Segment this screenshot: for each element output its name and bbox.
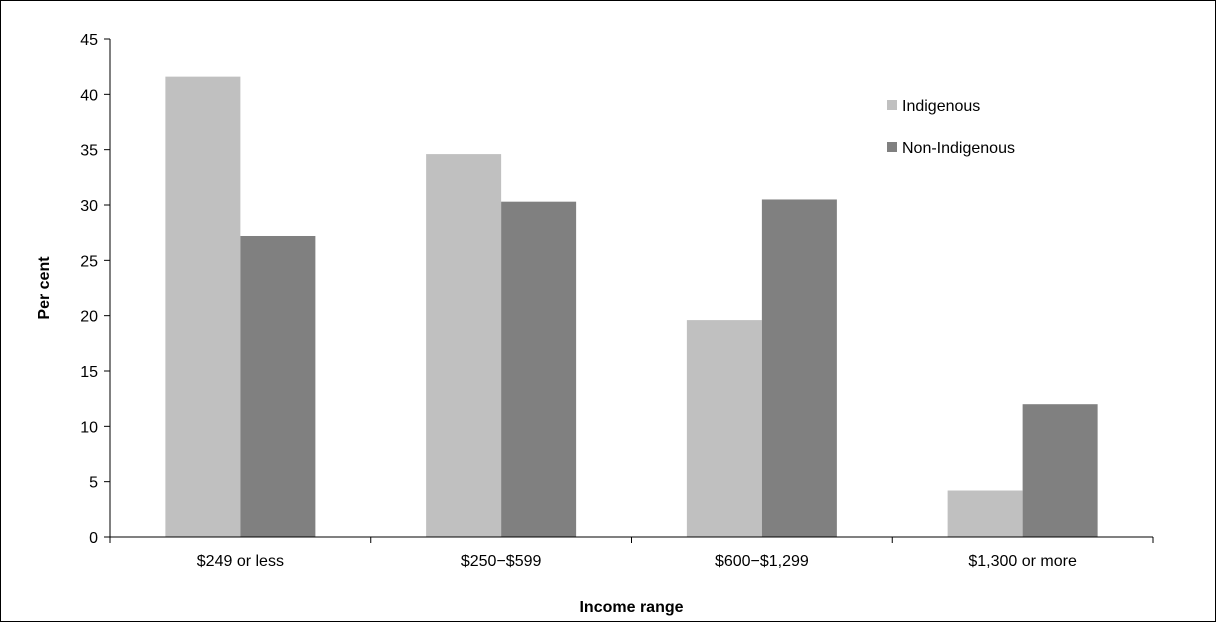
x-category-label: $1,300 or more [968, 553, 1077, 570]
legend-label: Indigenous [902, 98, 980, 115]
bar-non-indigenous [240, 235, 316, 537]
bar-non-indigenous [501, 201, 577, 537]
x-category-label: $249 or less [197, 553, 284, 570]
y-tick-label: 45 [80, 32, 98, 49]
y-tick-label: 20 [80, 309, 98, 326]
legend-swatch [887, 100, 897, 110]
y-tick-label: 5 [89, 475, 98, 492]
y-tick-label: 15 [80, 364, 98, 381]
x-category-label: $250−$599 [461, 553, 542, 570]
legend-label: Non-Indigenous [902, 140, 1015, 157]
y-tick-label: 0 [89, 530, 98, 547]
y-tick-label: 25 [80, 253, 98, 270]
y-axis-title: Per cent [36, 256, 53, 320]
bar-indigenous [947, 490, 1023, 537]
x-category-label: $600−$1,299 [715, 553, 809, 570]
bar-non-indigenous [761, 199, 837, 537]
y-tick-label: 40 [80, 87, 98, 104]
y-tick-label: 30 [80, 198, 98, 215]
bar-indigenous [165, 76, 241, 538]
y-tick-label: 10 [80, 419, 98, 436]
x-axis-title: Income range [579, 599, 683, 616]
bars-layer [165, 76, 1098, 538]
legend: Indigenous Non-Indigenous [887, 98, 1015, 157]
y-tick-label: 35 [80, 143, 98, 160]
x-ticks: $249 or less $250−$599 $600−$1,299 $1,300 o… [109, 537, 1154, 570]
y-ticks: 0 5 10 15 20 25 30 35 40 45 [80, 32, 110, 547]
legend-swatch [887, 142, 897, 152]
bar-indigenous [686, 320, 762, 537]
bar-indigenous [426, 154, 502, 538]
bar-non-indigenous [1022, 404, 1098, 537]
